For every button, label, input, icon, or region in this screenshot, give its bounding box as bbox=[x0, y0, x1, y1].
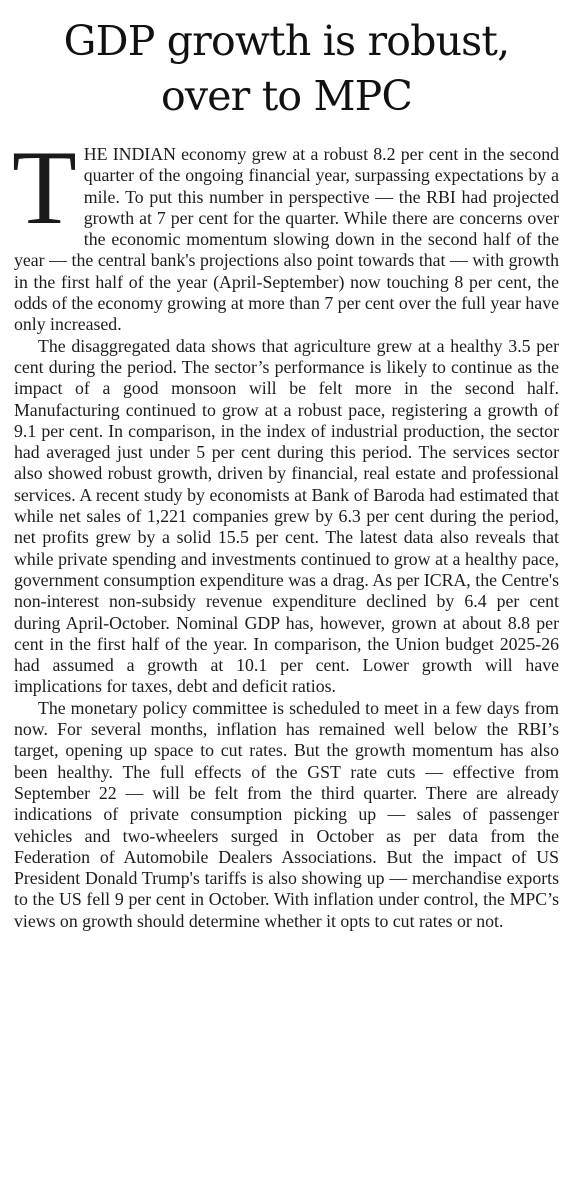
article-paragraph-3: The monetary policy committee is schedul… bbox=[14, 697, 559, 931]
headline-line-2: over to MPC bbox=[160, 72, 413, 120]
article-paragraph-1: T HE INDIAN economy grew at a robust 8.2 … bbox=[12, 129, 559, 336]
article-body: T HE INDIAN economy grew at a robust 8.2 … bbox=[12, 129, 559, 932]
paragraph-1-text: HE INDIAN economy grew at a robust 8.2 p… bbox=[14, 144, 559, 335]
drop-cap: T bbox=[12, 129, 77, 246]
article-paragraph-2: The disaggregated data shows that agricu… bbox=[14, 335, 559, 697]
headline: GDP growth is robust, over to MPC bbox=[14, 14, 559, 124]
headline-line-1: GDP growth is robust, bbox=[63, 17, 510, 65]
